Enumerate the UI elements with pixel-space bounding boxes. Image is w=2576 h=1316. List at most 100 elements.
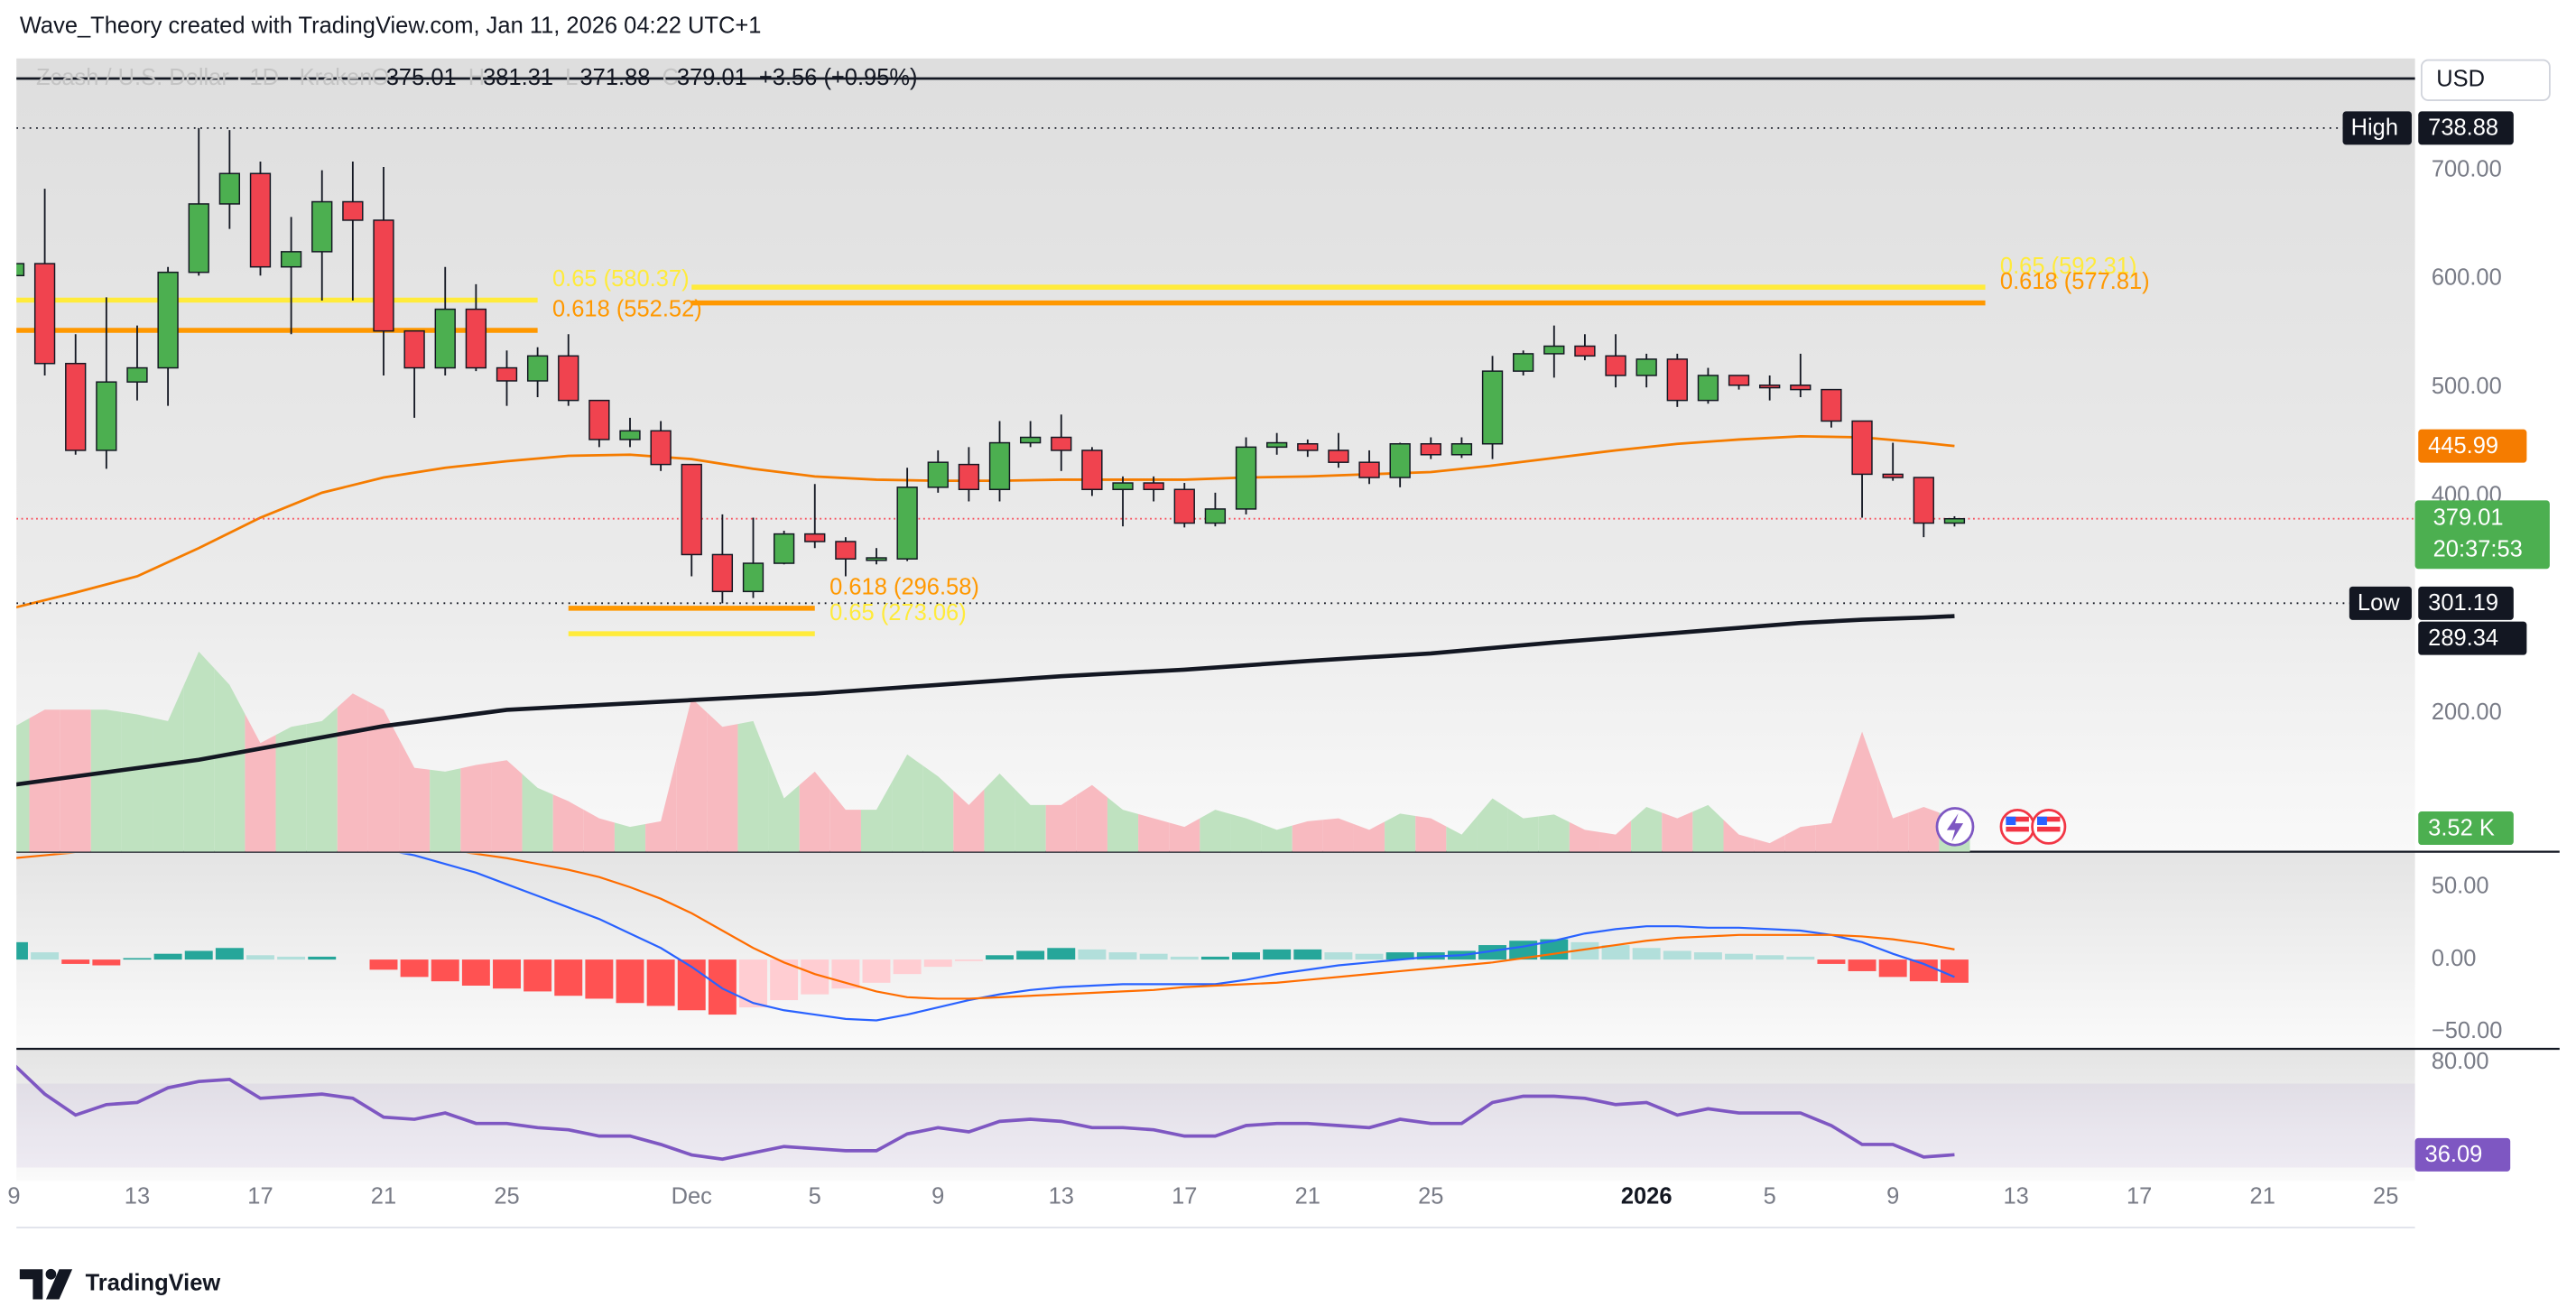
x-tick-label: 5 bbox=[1764, 1183, 1776, 1209]
candle-body bbox=[403, 329, 425, 369]
legend-key: C bbox=[663, 65, 679, 90]
candle-body bbox=[1173, 488, 1195, 524]
macd-histogram-bar bbox=[1848, 959, 1876, 971]
volume-area bbox=[707, 712, 738, 852]
legend-key: O bbox=[371, 65, 389, 90]
fib-label: 0.65 (592.31) bbox=[2000, 254, 2137, 279]
candle-body bbox=[465, 308, 487, 369]
x-tick-label: 2026 bbox=[1621, 1183, 1673, 1209]
rsi-value-box bbox=[2414, 1137, 2511, 1172]
volume-area bbox=[829, 791, 861, 852]
countdown: 20:37:53 bbox=[2433, 537, 2523, 562]
price-badge-box bbox=[2414, 500, 2550, 570]
x-tick-label: 25 bbox=[494, 1183, 519, 1209]
volume-area bbox=[922, 765, 954, 852]
currency-button[interactable] bbox=[2420, 59, 2551, 101]
brand-name: TradingView bbox=[86, 1271, 222, 1296]
macd-histogram-bar bbox=[1263, 949, 1292, 960]
legend-value: 381.31 bbox=[483, 65, 553, 90]
volume-area bbox=[1599, 820, 1632, 852]
macd-histogram-bar bbox=[831, 959, 860, 989]
candle-body bbox=[1450, 443, 1473, 456]
macd-histogram-bar bbox=[1940, 959, 1969, 983]
volume-area bbox=[1292, 820, 1323, 852]
ma-value: 289.34 bbox=[2428, 626, 2498, 651]
macd-histogram-bar bbox=[184, 950, 213, 960]
icon bbox=[2006, 816, 2029, 822]
candle-body bbox=[1697, 375, 1719, 402]
candle-body bbox=[1882, 473, 1904, 478]
macd-pane bbox=[16, 851, 2415, 1049]
volume-area bbox=[460, 762, 492, 852]
moving-average bbox=[16, 614, 1955, 787]
rsi-band bbox=[16, 1083, 2415, 1168]
legend-key: H bbox=[468, 65, 485, 90]
currency-label[interactable]: USD bbox=[2436, 66, 2485, 91]
x-tick-label: 21 bbox=[371, 1183, 396, 1209]
candle-body bbox=[1051, 436, 1072, 451]
candle-body bbox=[1543, 345, 1565, 355]
x-tick-label: 13 bbox=[2004, 1183, 2029, 1209]
volume-area bbox=[60, 709, 91, 852]
volume-area bbox=[399, 738, 431, 852]
y-tick-label: 700.00 bbox=[2432, 156, 2502, 181]
volume-area bbox=[90, 709, 122, 852]
candle-body bbox=[434, 308, 456, 369]
rsi-line bbox=[16, 1064, 1955, 1162]
low-label-box bbox=[2349, 586, 2412, 620]
candle-body bbox=[1266, 441, 1288, 449]
volume-area bbox=[1723, 820, 1755, 852]
macd-histogram-bar bbox=[616, 959, 644, 1004]
candle-body bbox=[1605, 355, 1626, 376]
macd-histogram-bar bbox=[61, 959, 90, 964]
indicator-icons bbox=[1935, 807, 2067, 847]
candle-body bbox=[96, 381, 117, 451]
signal-line bbox=[16, 853, 1955, 1000]
macd-histogram-bar bbox=[1200, 956, 1229, 960]
volume-area bbox=[1446, 816, 1478, 852]
icon bbox=[2036, 816, 2061, 822]
candle-body bbox=[742, 562, 764, 593]
macd-histogram-bar bbox=[400, 959, 429, 978]
logo-shape bbox=[45, 1269, 73, 1300]
volume-area bbox=[1322, 818, 1354, 852]
macd-histogram-bar bbox=[1601, 945, 1630, 960]
x-tick-label: 21 bbox=[2250, 1183, 2275, 1209]
candle-body bbox=[1759, 385, 1781, 389]
macd-histogram-bar bbox=[1016, 950, 1045, 960]
icon bbox=[2036, 826, 2061, 832]
candle-body bbox=[866, 557, 887, 561]
candle-body bbox=[681, 463, 702, 556]
macd-histogram-bar bbox=[1571, 941, 1599, 960]
macd-histogram-bar bbox=[369, 959, 398, 970]
macd-histogram-bar bbox=[461, 959, 490, 986]
volume-area bbox=[953, 789, 985, 852]
x-tick-label: 9 bbox=[1886, 1183, 1899, 1209]
candle-body bbox=[1513, 353, 1534, 372]
macd-tick-label: 50.00 bbox=[2432, 874, 2489, 899]
ma-value-box bbox=[2418, 429, 2527, 463]
macd-histogram-bar bbox=[893, 959, 922, 975]
volume-area bbox=[1045, 794, 1077, 852]
x-tick-label: 13 bbox=[125, 1183, 150, 1209]
x-tick-label: 5 bbox=[809, 1183, 821, 1209]
candle-body bbox=[588, 399, 610, 440]
volume-area bbox=[121, 711, 153, 852]
candle-body bbox=[1666, 358, 1688, 402]
x-tick-label: 17 bbox=[1172, 1183, 1197, 1209]
candle-body bbox=[188, 203, 209, 273]
macd-histogram-bar bbox=[1078, 949, 1107, 960]
ma-value-box bbox=[2418, 621, 2527, 655]
high-value: 738.88 bbox=[2428, 115, 2498, 140]
x-tick-label: 17 bbox=[2127, 1183, 2152, 1209]
volume-value-box bbox=[2418, 811, 2514, 846]
macd-histogram-bar bbox=[123, 958, 152, 960]
macd-histogram-bar bbox=[277, 956, 306, 960]
legend-change: +3.56 (+0.95%) bbox=[759, 65, 918, 90]
macd-histogram-bar bbox=[862, 959, 891, 983]
candle-body bbox=[526, 355, 549, 382]
macd-tick-label: 0.00 bbox=[2432, 946, 2477, 971]
high-label: High bbox=[2351, 115, 2398, 140]
volume-area bbox=[614, 822, 646, 852]
